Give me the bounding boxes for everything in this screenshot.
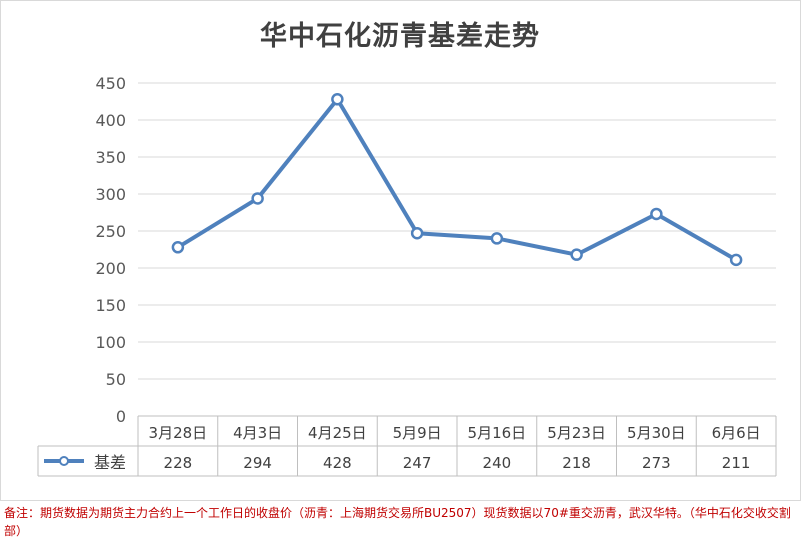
table-value: 218 bbox=[562, 454, 591, 472]
gridlines bbox=[138, 82, 776, 380]
data-point bbox=[171, 241, 185, 254]
y-tick-label: 450 bbox=[95, 74, 126, 93]
x-tick-label: 3月28日 bbox=[149, 424, 208, 442]
y-tick-label: 250 bbox=[95, 222, 126, 241]
y-tick-label: 50 bbox=[106, 370, 126, 389]
table-value: 228 bbox=[164, 454, 193, 472]
data-point bbox=[331, 93, 344, 106]
x-tick-label: 5月23日 bbox=[547, 424, 606, 442]
x-tick-label: 4月25日 bbox=[308, 424, 367, 442]
legend-label: 基差 bbox=[94, 453, 126, 472]
legend-marker bbox=[59, 456, 69, 466]
x-tick-label: 5月9日 bbox=[393, 424, 442, 442]
y-tick-label: 400 bbox=[95, 111, 126, 130]
y-tick-label: 0 bbox=[116, 407, 126, 426]
y-tick-label: 300 bbox=[95, 185, 126, 204]
x-tick-label: 5月30日 bbox=[627, 424, 686, 442]
data-point bbox=[729, 253, 743, 267]
y-tick-label: 150 bbox=[95, 296, 126, 315]
y-tick-label: 100 bbox=[95, 333, 126, 352]
table-value: 294 bbox=[243, 454, 272, 472]
chart-title: 华中石化沥青基差走势 bbox=[260, 21, 540, 52]
y-tick-label: 350 bbox=[95, 148, 126, 167]
y-tick-label: 200 bbox=[95, 259, 126, 278]
table-value: 273 bbox=[642, 454, 671, 472]
data-point bbox=[490, 232, 504, 245]
table-value: 247 bbox=[403, 454, 432, 472]
y-axis: 0 50 100 150 200 250 300 350 400 450 bbox=[95, 74, 126, 426]
table-value: 211 bbox=[722, 454, 751, 472]
plot-area bbox=[171, 93, 743, 267]
x-tick-label: 5月16日 bbox=[468, 424, 527, 442]
data-point bbox=[410, 226, 424, 240]
x-tick-label: 6月6日 bbox=[712, 424, 761, 442]
footnote: 备注：期货数据为期货主力合约上一个工作日的收盘价（沥青：上海期货交易所BU250… bbox=[4, 506, 791, 538]
table-value: 240 bbox=[483, 454, 512, 472]
line-chart: 0 50 100 150 200 250 300 350 400 450 3月28日 4月3日 4月2… bbox=[37, 74, 777, 477]
x-tick-label: 4月3日 bbox=[233, 424, 282, 442]
data-point bbox=[570, 248, 583, 261]
data-point bbox=[650, 207, 663, 221]
series-line bbox=[175, 97, 739, 262]
table-value: 428 bbox=[323, 454, 352, 472]
data-point bbox=[251, 192, 264, 205]
